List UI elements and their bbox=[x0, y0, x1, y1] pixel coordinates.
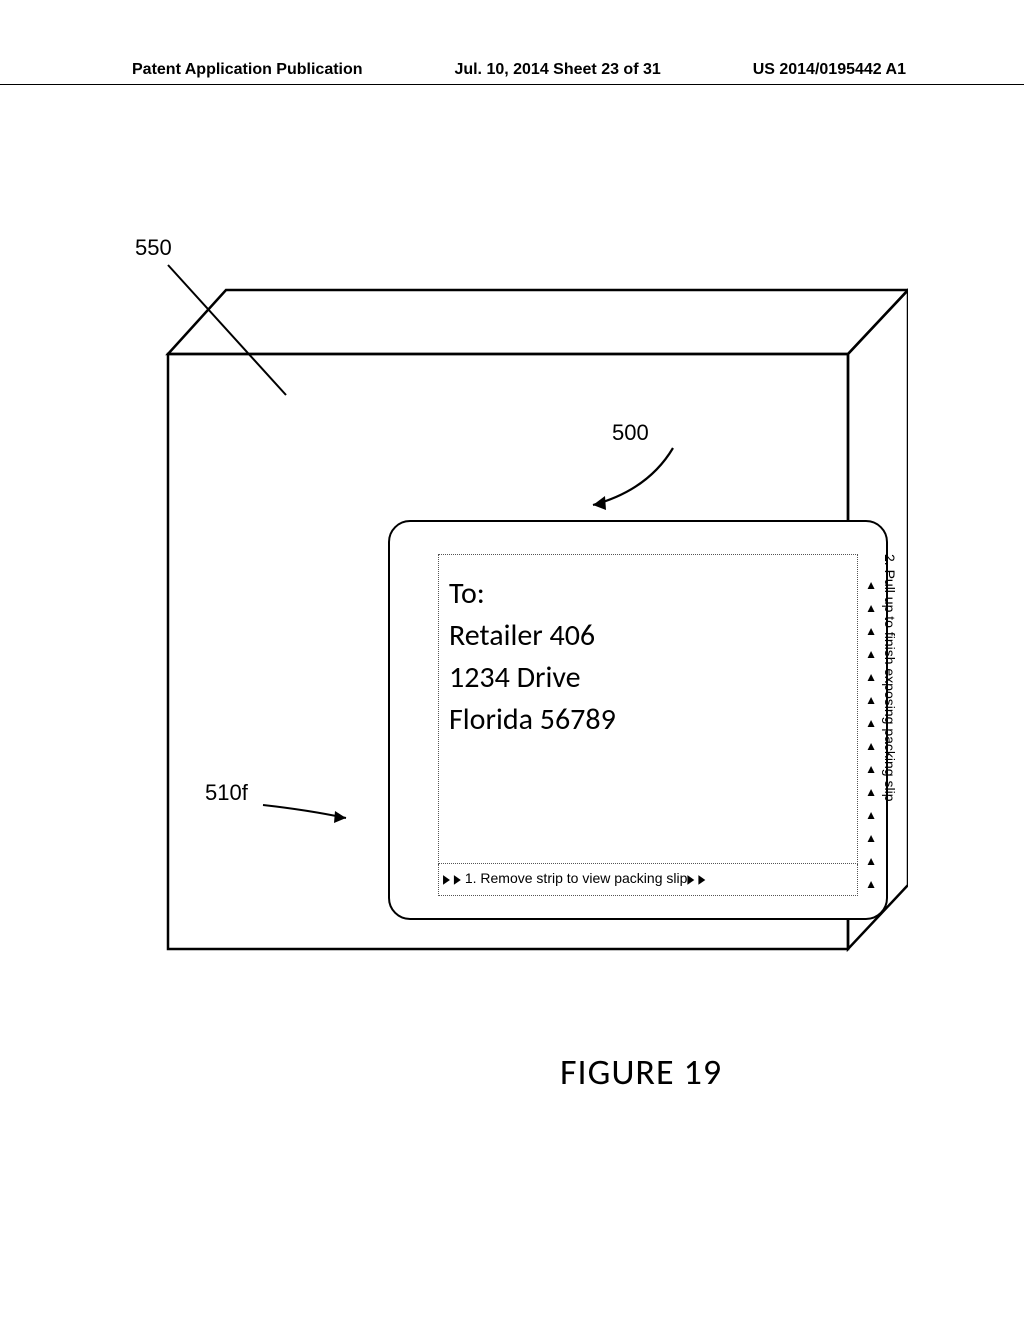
page: Patent Application Publication Jul. 10, … bbox=[0, 0, 1024, 1320]
arrow-right-icon: ▸ bbox=[698, 867, 705, 891]
addr-line3: Florida 56789 bbox=[449, 699, 616, 741]
arrow-up-icon: ▲ bbox=[865, 625, 877, 637]
shipping-label: To: Retailer 406 1234 Drive Florida 5678… bbox=[388, 520, 888, 920]
addr-to: To: bbox=[449, 573, 616, 615]
arrow-up-icon: ▲ bbox=[865, 855, 877, 867]
arrow-up-icon: ▲ bbox=[865, 694, 877, 706]
arrow-right-icon: ▸ bbox=[687, 867, 694, 891]
arrow-up-icon: ▲ bbox=[865, 717, 877, 729]
arrow-up-icon: ▲ bbox=[865, 740, 877, 752]
address-block: To: Retailer 406 1234 Drive Florida 5678… bbox=[449, 573, 616, 741]
arrow-up-icon: ▲ bbox=[865, 602, 877, 614]
arrow-up-icon: ▲ bbox=[865, 579, 877, 591]
header-left: Patent Application Publication bbox=[132, 61, 363, 79]
addr-line2: 1234 Drive bbox=[449, 657, 616, 699]
arrow-up-icon: ▲ bbox=[865, 648, 877, 660]
arrow-right-icon: ▸ bbox=[454, 867, 461, 891]
address-panel: To: Retailer 406 1234 Drive Florida 5678… bbox=[438, 554, 858, 864]
arrow-up-icon: ▲ bbox=[865, 878, 877, 890]
tear-strip-1: ▸ ▸ 1. Remove strip to view packing slip… bbox=[438, 864, 858, 896]
figure-area: To: Retailer 406 1234 Drive Florida 5678… bbox=[128, 230, 908, 970]
strip1-text: 1. Remove strip to view packing slip bbox=[465, 870, 688, 886]
arrow-up-icon: ▲ bbox=[865, 786, 877, 798]
arrow-column: ▲ ▲ ▲ ▲ ▲ ▲ ▲ ▲ ▲ ▲ ▲ ▲ ▲ ▲ bbox=[865, 579, 877, 890]
addr-line1: Retailer 406 bbox=[449, 615, 616, 657]
arrow-up-icon: ▲ bbox=[865, 763, 877, 775]
header-right: US 2014/0195442 A1 bbox=[753, 61, 906, 79]
figure-caption: FIGURE 19 bbox=[560, 1050, 722, 1094]
arrow-up-icon: ▲ bbox=[865, 809, 877, 821]
arrow-up-icon: ▲ bbox=[865, 671, 877, 683]
arrow-up-icon: ▲ bbox=[865, 832, 877, 844]
page-header: Patent Application Publication Jul. 10, … bbox=[0, 84, 1024, 103]
header-center: Jul. 10, 2014 Sheet 23 of 31 bbox=[454, 61, 660, 79]
arrow-right-icon: ▸ bbox=[443, 867, 450, 891]
tear-strip-2: ▲ ▲ ▲ ▲ ▲ ▲ ▲ ▲ ▲ ▲ ▲ ▲ ▲ ▲ 2. Pull up t… bbox=[858, 554, 888, 896]
strip2-text: 2. Pull up to finish exposing packing sl… bbox=[878, 554, 898, 896]
